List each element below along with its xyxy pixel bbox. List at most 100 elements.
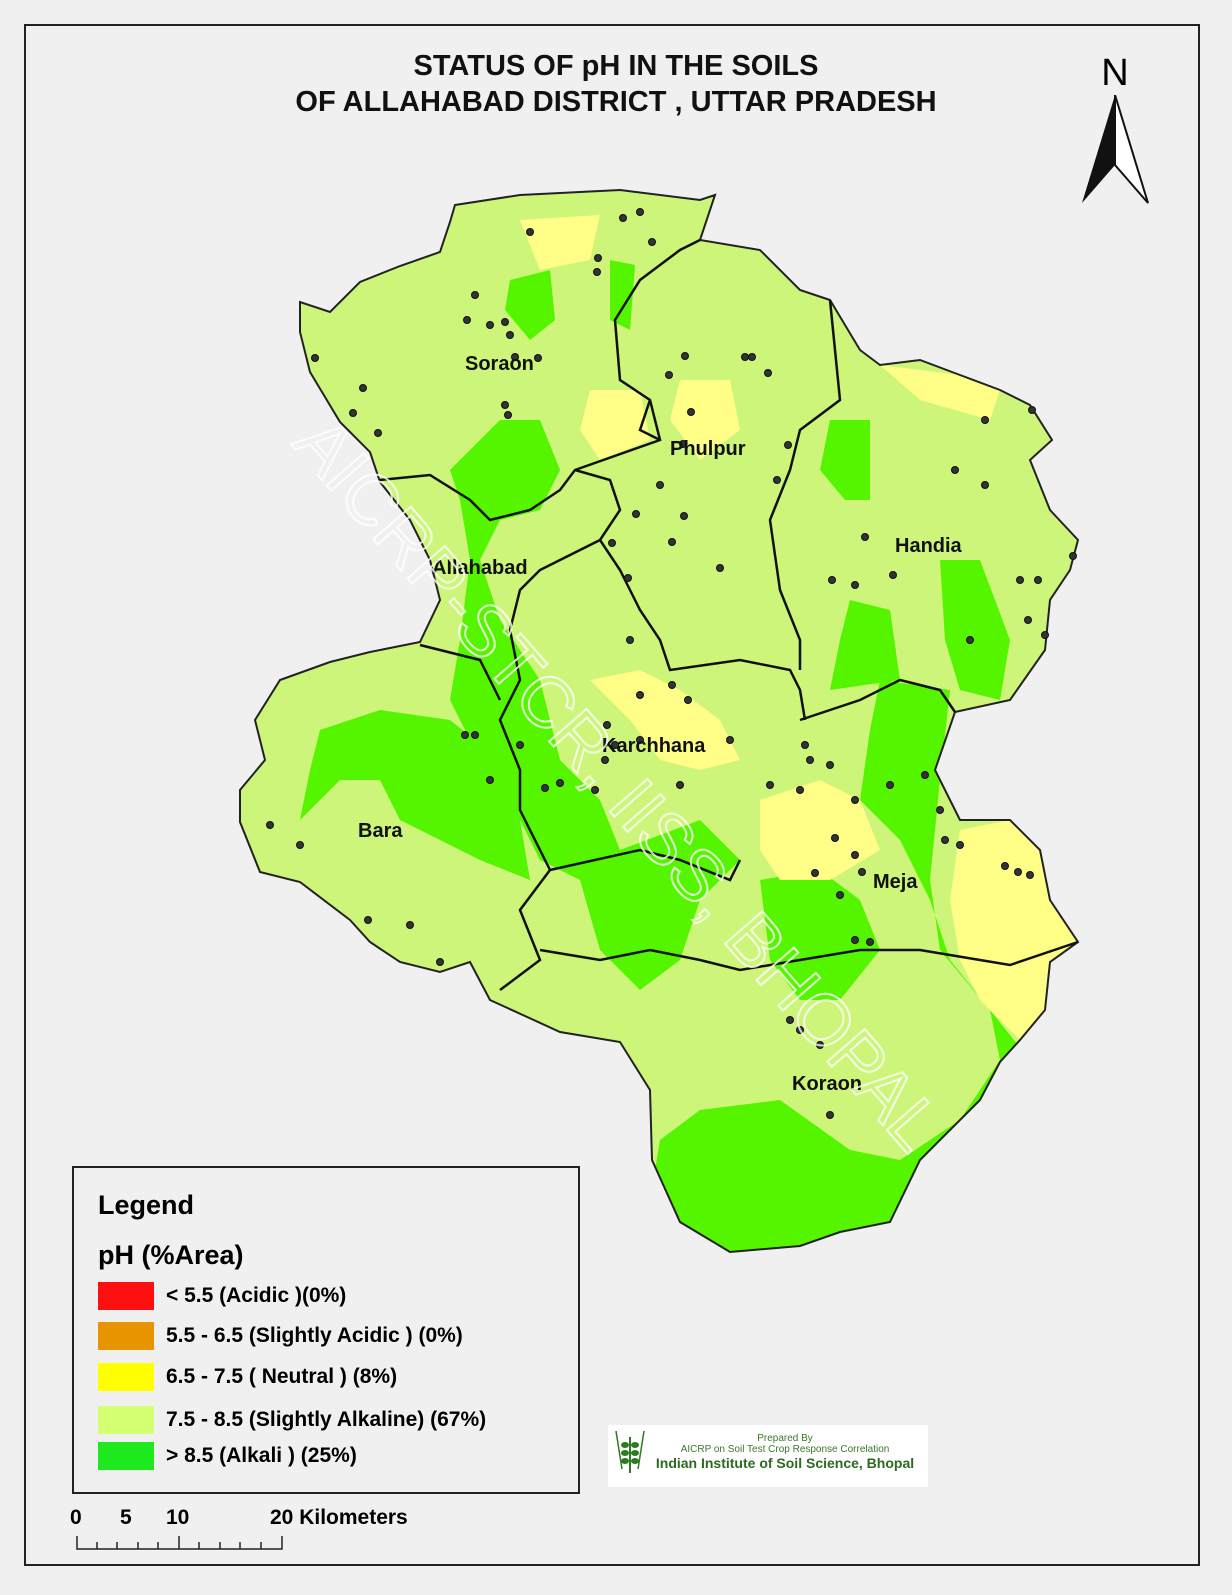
- sample-point: [632, 510, 640, 518]
- sample-point: [786, 1016, 794, 1024]
- sample-point: [956, 841, 964, 849]
- sample-point: [359, 384, 367, 392]
- neutral-areas: [520, 215, 1078, 1040]
- sample-point: [861, 533, 869, 541]
- scale-bar-line: [76, 1536, 283, 1550]
- sample-point: [374, 429, 382, 437]
- sample-point: [748, 353, 756, 361]
- sample-point: [364, 916, 372, 924]
- sample-point: [266, 821, 274, 829]
- sample-point: [679, 440, 687, 448]
- map-title-line2: OF ALLAHABAD DISTRICT , UTTAR PRADESH: [295, 86, 937, 118]
- sample-point: [981, 416, 989, 424]
- sample-point: [836, 891, 844, 899]
- sample-point: [766, 781, 774, 789]
- sample-point: [936, 806, 944, 814]
- block-boundaries: [379, 238, 1079, 991]
- sample-point: [831, 834, 839, 842]
- sample-point: [676, 781, 684, 789]
- sample-point: [501, 401, 509, 409]
- sample-point: [1024, 616, 1032, 624]
- sample-point: [1069, 552, 1077, 560]
- sample-point: [591, 786, 599, 794]
- credit-prepared-by: Prepared By: [757, 1433, 813, 1444]
- sample-point: [773, 476, 781, 484]
- sample-point: [636, 691, 644, 699]
- scale-tick: 10: [166, 1506, 190, 1529]
- sample-point: [681, 352, 689, 360]
- block-label-soraon: Soraon: [465, 353, 534, 375]
- legend-item: < 5.5 (Acidic )(0%): [98, 1282, 346, 1310]
- north-arrow-icon: [1082, 94, 1149, 204]
- sample-point: [486, 776, 494, 784]
- sample-point: [311, 354, 319, 362]
- sample-point: [851, 936, 859, 944]
- sample-point: [624, 574, 632, 582]
- legend-swatch: [98, 1406, 154, 1434]
- block-label-phulpur: Phulpur: [670, 438, 746, 460]
- block-label-meja: Meja: [873, 871, 918, 893]
- sample-point: [406, 921, 414, 929]
- sample-point: [603, 721, 611, 729]
- sample-point: [504, 411, 512, 419]
- legend-label: 5.5 - 6.5 (Slightly Acidic ) (0%): [166, 1324, 463, 1347]
- sample-point: [981, 481, 989, 489]
- scale-tick: 0: [70, 1506, 82, 1529]
- sample-point: [687, 408, 695, 416]
- north-arrow: N: [1080, 52, 1150, 210]
- map-frame: [24, 24, 1200, 1566]
- sample-point: [886, 781, 894, 789]
- sample-point: [1041, 631, 1049, 639]
- legend-label: < 5.5 (Acidic )(0%): [166, 1284, 347, 1307]
- sample-point: [506, 331, 514, 339]
- sample-point: [463, 316, 471, 324]
- block-label-koraon: Koraon: [792, 1073, 862, 1095]
- sample-point: [716, 564, 724, 572]
- sample-point: [526, 228, 534, 236]
- legend-label: 6.5 - 7.5 ( Neutral ) (8%): [166, 1365, 398, 1388]
- sample-point: [966, 636, 974, 644]
- legend-swatch: [98, 1322, 154, 1350]
- sample-point: [648, 238, 656, 246]
- legend-subheading: pH (%Area): [98, 1240, 244, 1270]
- sample-point: [801, 741, 809, 749]
- sample-point: [436, 958, 444, 966]
- sample-point: [636, 208, 644, 216]
- sample-point: [349, 409, 357, 417]
- sample-point: [471, 291, 479, 299]
- legend-swatch: [98, 1442, 154, 1470]
- block-label-bara: Bara: [358, 820, 403, 842]
- sample-point: [851, 581, 859, 589]
- sample-points: [266, 208, 1077, 1119]
- sample-point: [626, 636, 634, 644]
- sample-point: [796, 1026, 804, 1034]
- sample-point: [501, 318, 509, 326]
- sample-point: [534, 354, 542, 362]
- sample-point: [665, 371, 673, 379]
- scale-end-label: 20 Kilometers: [270, 1506, 408, 1529]
- sample-point: [811, 869, 819, 877]
- north-label: N: [1101, 52, 1129, 94]
- legend-swatch: [98, 1282, 154, 1310]
- sample-point: [1034, 576, 1042, 584]
- sample-point: [858, 868, 866, 876]
- scale-tick: 5: [120, 1506, 132, 1529]
- sample-point: [826, 761, 834, 769]
- sample-point: [656, 481, 664, 489]
- sample-point: [726, 736, 734, 744]
- sample-point: [764, 369, 772, 377]
- sample-point: [1016, 576, 1024, 584]
- sample-point: [668, 538, 676, 546]
- legend-swatch: [98, 1363, 154, 1391]
- block-label-allahabad: Allahabad: [432, 557, 528, 579]
- sample-point: [851, 796, 859, 804]
- sample-point: [951, 466, 959, 474]
- sample-point: [1001, 862, 1009, 870]
- sample-point: [1014, 868, 1022, 876]
- icar-logo-icon: [615, 1430, 645, 1473]
- legend-label: > 8.5 (Alkali ) (25%): [166, 1444, 357, 1467]
- sample-point: [921, 771, 929, 779]
- sample-point: [593, 268, 601, 276]
